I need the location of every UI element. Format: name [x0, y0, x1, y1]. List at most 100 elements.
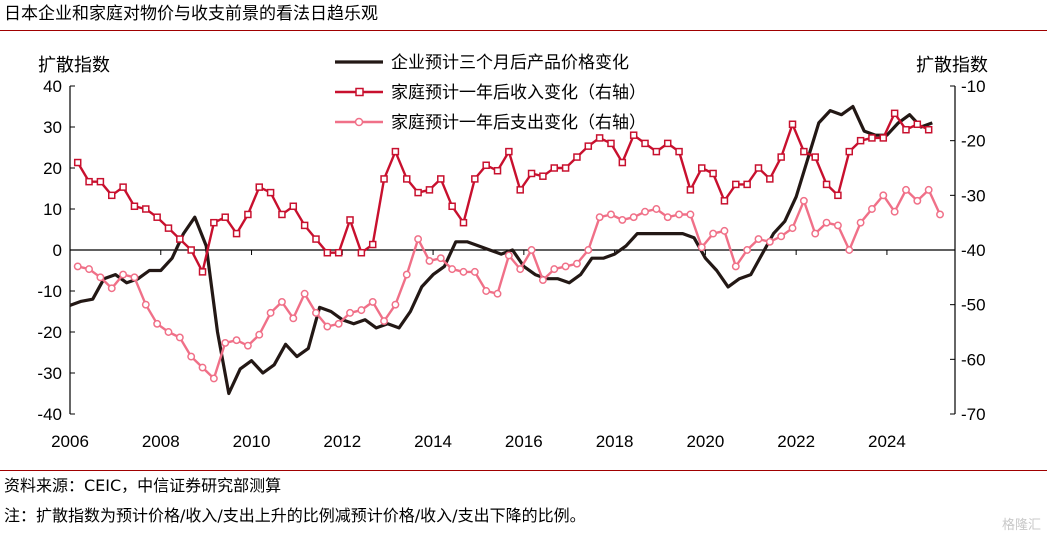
series-3-point: [107, 284, 116, 293]
series-2-point: [85, 177, 93, 186]
series-2-point: [822, 180, 831, 189]
legend-label-1: 企业预计三个月后产品价格变化: [391, 53, 629, 73]
series-2-point: [210, 218, 218, 227]
left-tick-label: -30: [37, 364, 62, 383]
series-3-point: [153, 319, 162, 328]
series-2-point: [459, 218, 468, 227]
series-2-point: [868, 134, 876, 142]
series-3-point: [867, 205, 876, 213]
series-2-point: [595, 134, 604, 142]
series-2-point: [232, 229, 241, 238]
right-tick-label: -20: [961, 132, 986, 151]
series-3-point: [504, 251, 513, 260]
series-3-point: [913, 196, 922, 205]
series-2-point: [890, 109, 899, 118]
series-3-point: [879, 191, 888, 200]
series-3-point: [470, 267, 479, 276]
series-3-point: [833, 221, 842, 230]
series-2-point: [368, 240, 377, 249]
legend-label-2: 家庭预计一年后收入变化（右轴）: [391, 83, 646, 103]
series-3-point: [187, 352, 196, 361]
series-3-point: [516, 265, 525, 274]
series-3-point: [346, 308, 354, 317]
title-divider: [0, 30, 1047, 31]
series-3-point: [255, 330, 264, 339]
series-2-point: [777, 153, 785, 161]
series-3-point: [221, 338, 230, 347]
series-2-point: [73, 158, 82, 167]
series-2-point: [641, 139, 649, 148]
legend-marker-2: [355, 87, 364, 97]
series-2-point: [766, 175, 774, 183]
series-2-point: [629, 131, 638, 139]
series-3-point: [436, 254, 445, 263]
series-2-point: [153, 213, 161, 221]
right-tick-label: -50: [961, 296, 986, 315]
series-2-point: [539, 172, 547, 180]
series-3-point: [425, 256, 434, 265]
series-3-point: [357, 306, 366, 315]
series-3-point: [902, 185, 910, 194]
legend-label-3: 家庭预计一年后支出变化（右轴）: [391, 113, 646, 133]
series-3-point: [890, 207, 899, 216]
series-2-point: [550, 164, 559, 172]
series-3-point: [380, 317, 389, 326]
series-2-point: [346, 216, 354, 224]
series-3-point: [584, 246, 593, 254]
chart-title: 日本企业和家庭对物价与收支前景的看法日趋乐观: [4, 4, 378, 24]
series-2-point: [788, 120, 797, 129]
right-tick-label: -40: [961, 241, 986, 260]
series-3-point: [697, 243, 706, 252]
source-note: 资料来源：CEIC，中信证券研究部测算: [4, 476, 282, 495]
series-3-point: [130, 273, 139, 282]
series-2-point: [108, 191, 116, 200]
series-line-1: [69, 104, 933, 396]
series-2-point: [505, 147, 513, 156]
series-2-point: [323, 248, 332, 257]
series-2-point: [743, 180, 751, 189]
x-tick-label: 2008: [142, 432, 180, 451]
series-2-point: [130, 202, 139, 211]
series-3-point: [538, 276, 547, 285]
series-3-point: [209, 374, 218, 383]
series-3-point: [312, 308, 320, 317]
x-tick-label: 2018: [596, 432, 634, 451]
series-3-point: [799, 196, 808, 205]
left-tick-label: -40: [37, 405, 62, 424]
series-3-point: [743, 246, 752, 254]
footer-divider: [0, 470, 1047, 471]
series-2-point: [618, 158, 627, 167]
series-3-point: [414, 235, 423, 244]
series-2-point: [437, 175, 445, 183]
series-3-point: [368, 297, 377, 306]
series-2-point: [164, 224, 173, 232]
series-3-point: [198, 363, 207, 372]
series-3-point: [811, 229, 820, 238]
series-2-point: [425, 186, 434, 194]
series-3-point: [777, 232, 786, 241]
series-2-point: [732, 180, 740, 189]
series-3-point: [459, 267, 468, 276]
series-3-point: [731, 262, 740, 271]
series-line-2: [76, 112, 930, 274]
x-tick-label: 2014: [414, 432, 452, 451]
series-2-point: [414, 188, 422, 197]
series-2-point: [607, 139, 615, 148]
series-3-point: [175, 333, 184, 342]
series-2-point: [357, 248, 366, 257]
series-3-point: [119, 270, 128, 279]
left-tick-label: 40: [43, 77, 62, 96]
series-2-point: [380, 175, 388, 183]
series-2-point: [663, 139, 672, 148]
series-2-point: [811, 153, 819, 161]
series-3-point: [527, 246, 536, 254]
series-3-point: [391, 300, 400, 309]
series-3-point: [675, 210, 684, 219]
series-2-point: [675, 147, 683, 156]
series-2-point: [403, 175, 411, 183]
legend-marker-3: [354, 117, 364, 127]
series-3-point: [164, 328, 173, 336]
series-2-point: [176, 235, 184, 243]
series-2-point: [187, 246, 195, 254]
series-3-point: [720, 226, 729, 235]
